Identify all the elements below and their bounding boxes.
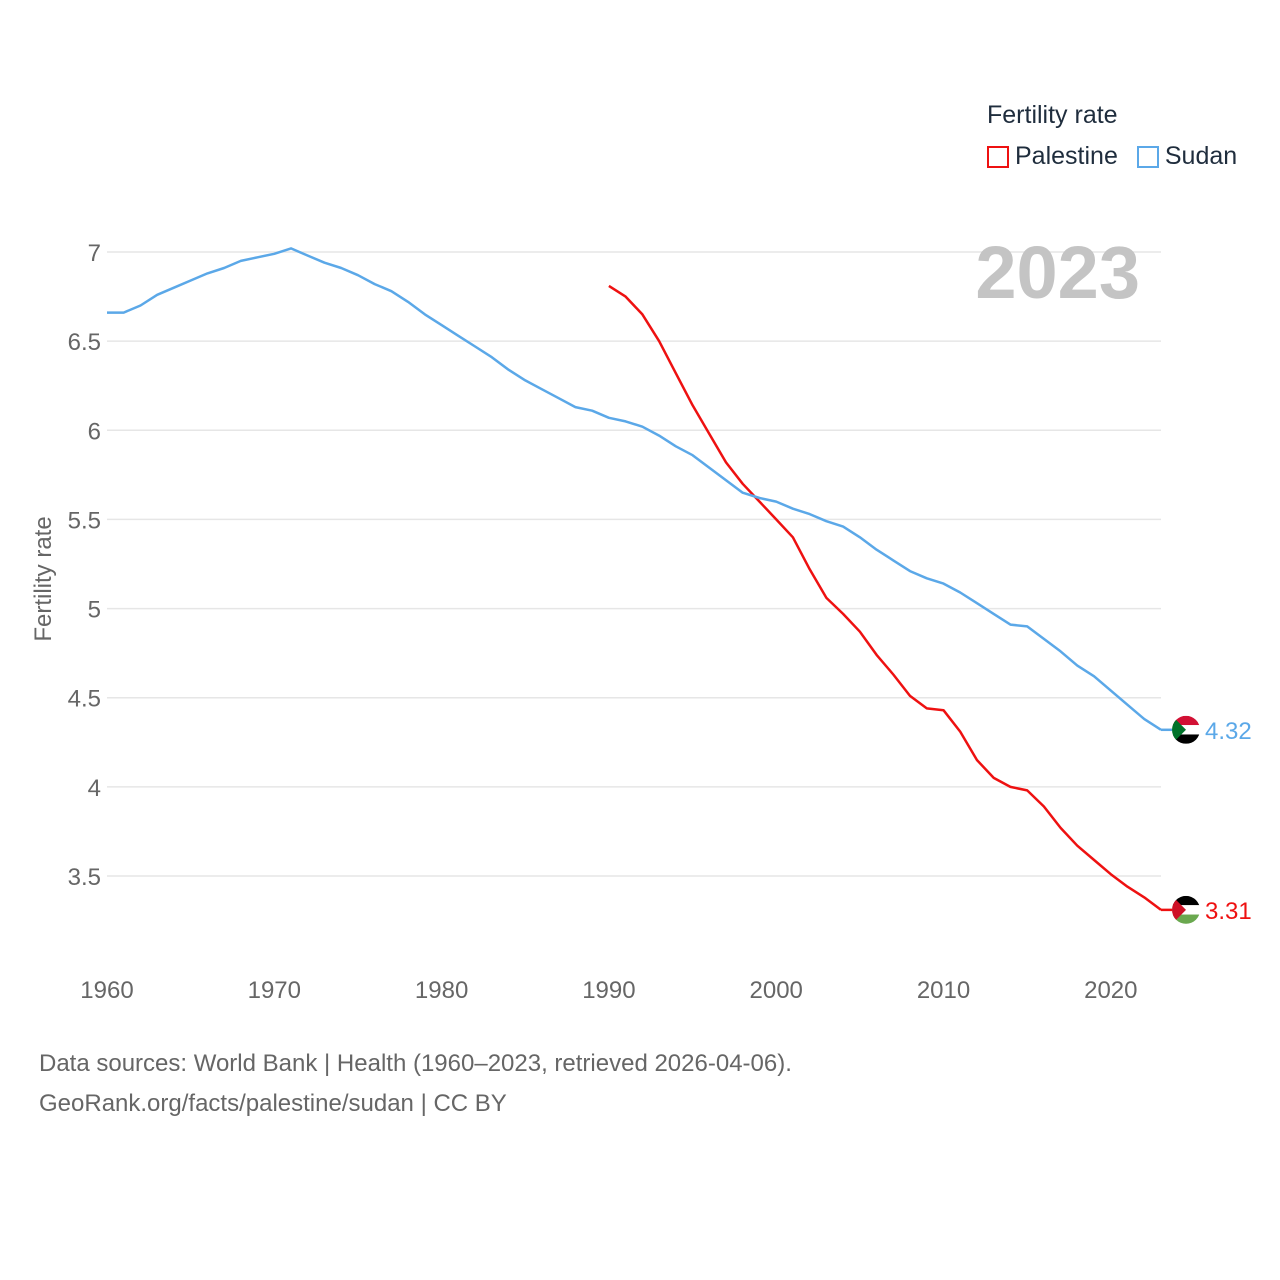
- series-line-sudan: [107, 247, 1162, 731]
- legend-label-sudan: Sudan: [1164, 142, 1238, 170]
- y-axis-ticks: 3.5 4 4.5 5 5.5 6 6.5 7: [68, 240, 101, 891]
- x-tick-label: 2020: [1084, 977, 1137, 1004]
- x-tick-label: 1990: [582, 977, 635, 1004]
- end-value-label-palestine: 3.31: [1205, 898, 1252, 925]
- footer: Data sources: World Bank | Health (1960–…: [39, 1044, 792, 1124]
- sudan-flag-icon: [1172, 715, 1200, 744]
- x-tick-label: 1970: [248, 977, 301, 1004]
- y-tick-label: 4.5: [68, 686, 101, 713]
- end-value-label-sudan: 4.32: [1205, 718, 1252, 745]
- x-tick-label: 2010: [917, 977, 970, 1004]
- y-tick-label: 6.5: [68, 329, 101, 356]
- y-axis-label: Fertility rate: [30, 516, 57, 641]
- y-tick-label: 6: [88, 418, 101, 445]
- y-tick-label: 5.5: [68, 507, 101, 534]
- legend-label-palestine: Palestine: [1015, 142, 1118, 170]
- y-tick-label: 3.5: [68, 864, 101, 891]
- x-axis-ticks: 1960 1970 1980 1990 2000 2010 2020: [80, 977, 1137, 1004]
- y-tick-label: 4: [88, 775, 101, 802]
- series-line-palestine: [608, 284, 1162, 911]
- x-tick-label: 1960: [80, 977, 133, 1004]
- source-link[interactable]: GeoRank.org/facts/palestine/sudan | CC B…: [39, 1090, 507, 1117]
- legend-swatch-palestine: [987, 145, 1009, 168]
- legend-title: Fertility rate: [987, 101, 1118, 129]
- palestine-flag-icon: [1172, 895, 1200, 924]
- legend-swatch-sudan: [1136, 145, 1159, 168]
- end-markers: 3.31 4.32: [1161, 715, 1252, 925]
- year-overlay: 2023: [975, 231, 1140, 314]
- x-tick-label: 1980: [415, 977, 468, 1004]
- grid-lines: [107, 251, 1161, 877]
- y-tick-label: 5: [88, 597, 101, 624]
- data-source-text: Data sources: World Bank | Health (1960–…: [39, 1050, 792, 1077]
- legend-item-palestine[interactable]: Palestine: [987, 142, 1118, 171]
- legend: Palestine Sudan: [987, 142, 1256, 171]
- x-tick-label: 2000: [750, 977, 803, 1004]
- y-tick-label: 7: [88, 240, 101, 267]
- legend-item-sudan[interactable]: Sudan: [1136, 142, 1238, 171]
- series-lines: [107, 247, 1162, 911]
